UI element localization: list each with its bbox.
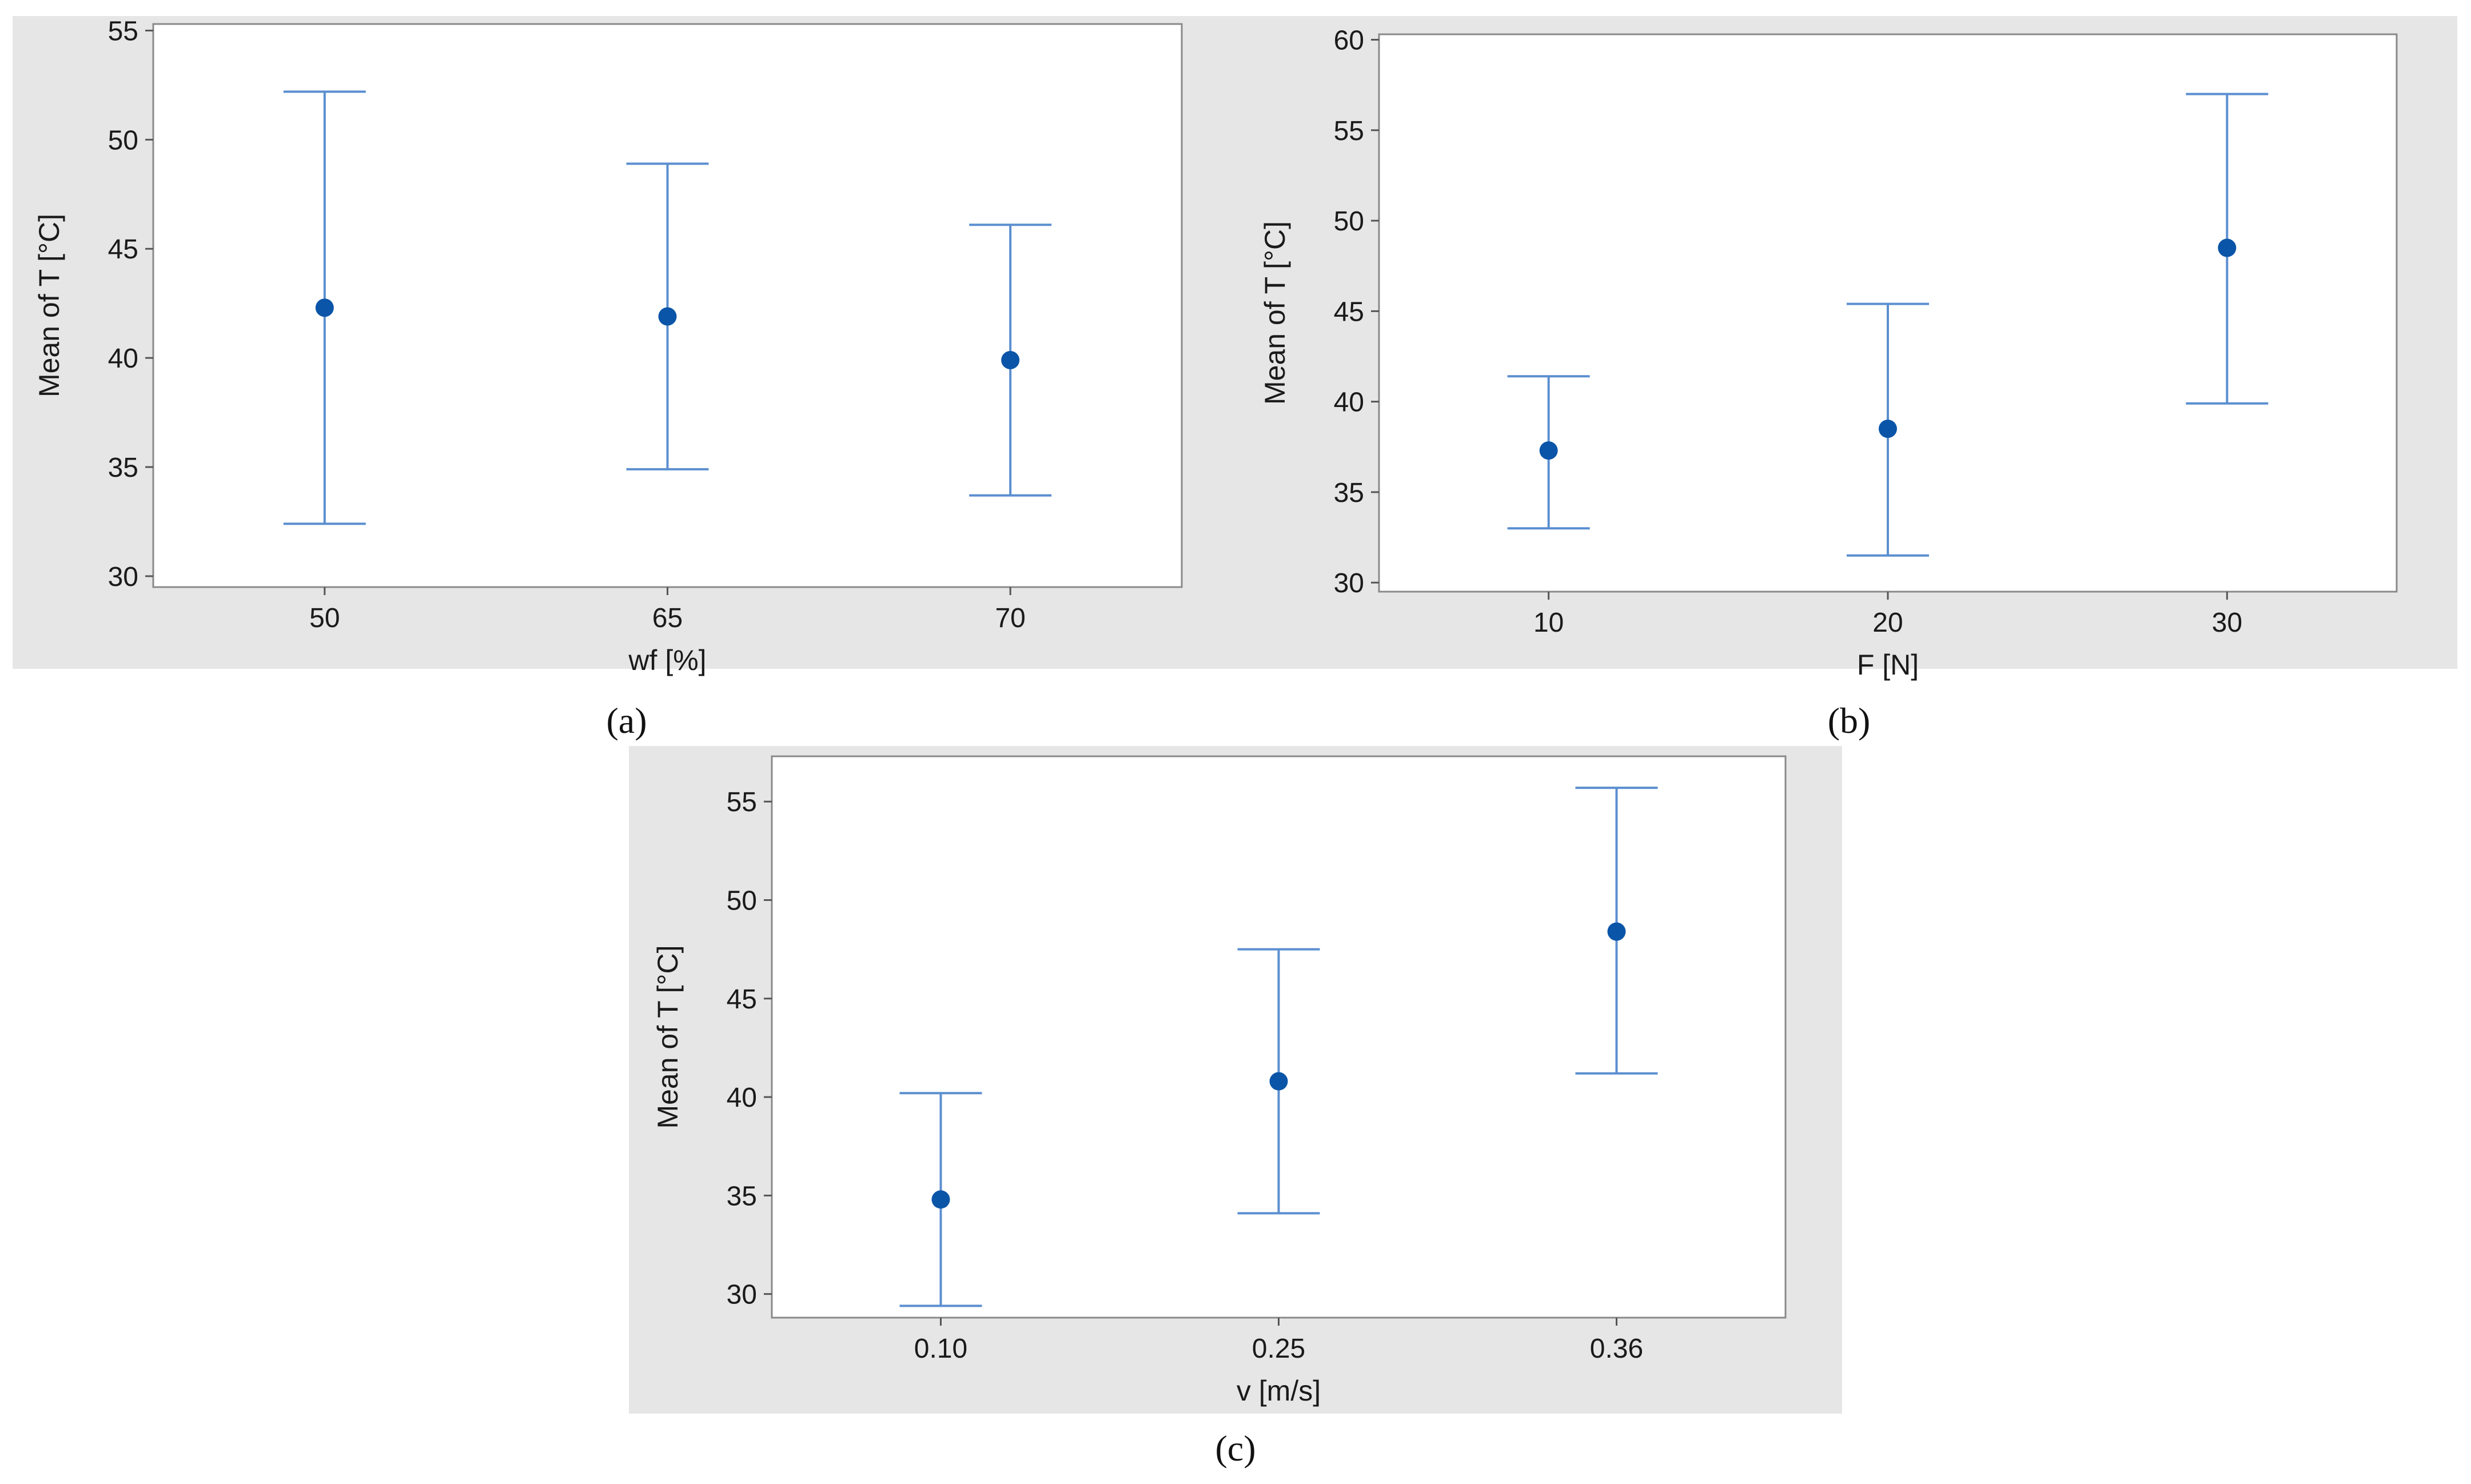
mean-point xyxy=(1539,441,1558,460)
chart-panel-c: 30 35 40 45 50 55 0.10 0.25 0.36 v [m/s] Mean of T… xyxy=(629,746,1842,1469)
y-tick-label: 40 xyxy=(108,344,138,374)
y-tick-label: 45 xyxy=(727,984,757,1015)
y-tick-label: 35 xyxy=(108,453,138,483)
x-axis-title: v [m/s] xyxy=(1237,1375,1321,1407)
panel-caption: (c) xyxy=(1215,1428,1256,1469)
mean-point xyxy=(1269,1072,1288,1091)
y-tick-label: 35 xyxy=(727,1181,757,1211)
y-tick-label: 55 xyxy=(108,16,138,46)
x-tick-label: 70 xyxy=(995,603,1025,633)
mean-point xyxy=(1607,922,1626,941)
mean-point xyxy=(658,307,677,326)
y-tick-label: 50 xyxy=(1334,206,1364,237)
y-axis-title: Mean of T [°C] xyxy=(1259,221,1291,405)
y-tick-label: 50 xyxy=(727,886,757,916)
chart-panel-a: 30 35 40 45 50 55 50 65 70 wf [%] Mean of T [°C] (a… xyxy=(13,16,1241,741)
mean-point xyxy=(931,1190,950,1209)
y-tick-label: 40 xyxy=(1334,388,1364,418)
y-axis-title: Mean of T [°C] xyxy=(652,945,684,1128)
x-tick-label: 30 xyxy=(2212,608,2242,638)
x-axis-title: F [N] xyxy=(1857,649,1919,681)
panel-caption: (b) xyxy=(1828,700,1871,741)
mean-point xyxy=(1879,420,1897,438)
y-tick-label: 35 xyxy=(1334,478,1364,508)
y-tick-label: 45 xyxy=(1334,297,1364,327)
y-tick-label: 30 xyxy=(727,1280,757,1310)
chart-panel-b: 30 35 40 45 50 55 60 10 20 30 F [N] Mean of T [°C] (… xyxy=(1241,16,2457,741)
x-tick-label: 50 xyxy=(309,603,340,633)
x-axis-title: wf [%] xyxy=(628,644,706,676)
y-axis-title: Mean of T [°C] xyxy=(33,214,65,397)
x-tick-label: 0.25 xyxy=(1252,1334,1305,1364)
panel-caption: (a) xyxy=(606,700,647,741)
y-tick-label: 30 xyxy=(1334,568,1364,599)
y-tick-label: 30 xyxy=(108,562,138,592)
mean-point xyxy=(315,298,334,317)
y-tick-label: 45 xyxy=(108,234,138,265)
y-tick-label: 40 xyxy=(727,1083,757,1113)
x-tick-label: 0.10 xyxy=(914,1334,967,1364)
mean-point xyxy=(2218,238,2237,257)
x-tick-label: 65 xyxy=(652,603,683,633)
x-tick-label: 0.36 xyxy=(1590,1334,1643,1364)
x-tick-label: 20 xyxy=(1872,608,1903,638)
y-tick-label: 50 xyxy=(108,125,138,155)
y-tick-label: 55 xyxy=(727,787,757,817)
mean-point xyxy=(1001,350,1020,369)
x-tick-label: 10 xyxy=(1533,608,1564,638)
y-tick-label: 55 xyxy=(1334,116,1364,146)
y-tick-label: 60 xyxy=(1334,25,1364,55)
